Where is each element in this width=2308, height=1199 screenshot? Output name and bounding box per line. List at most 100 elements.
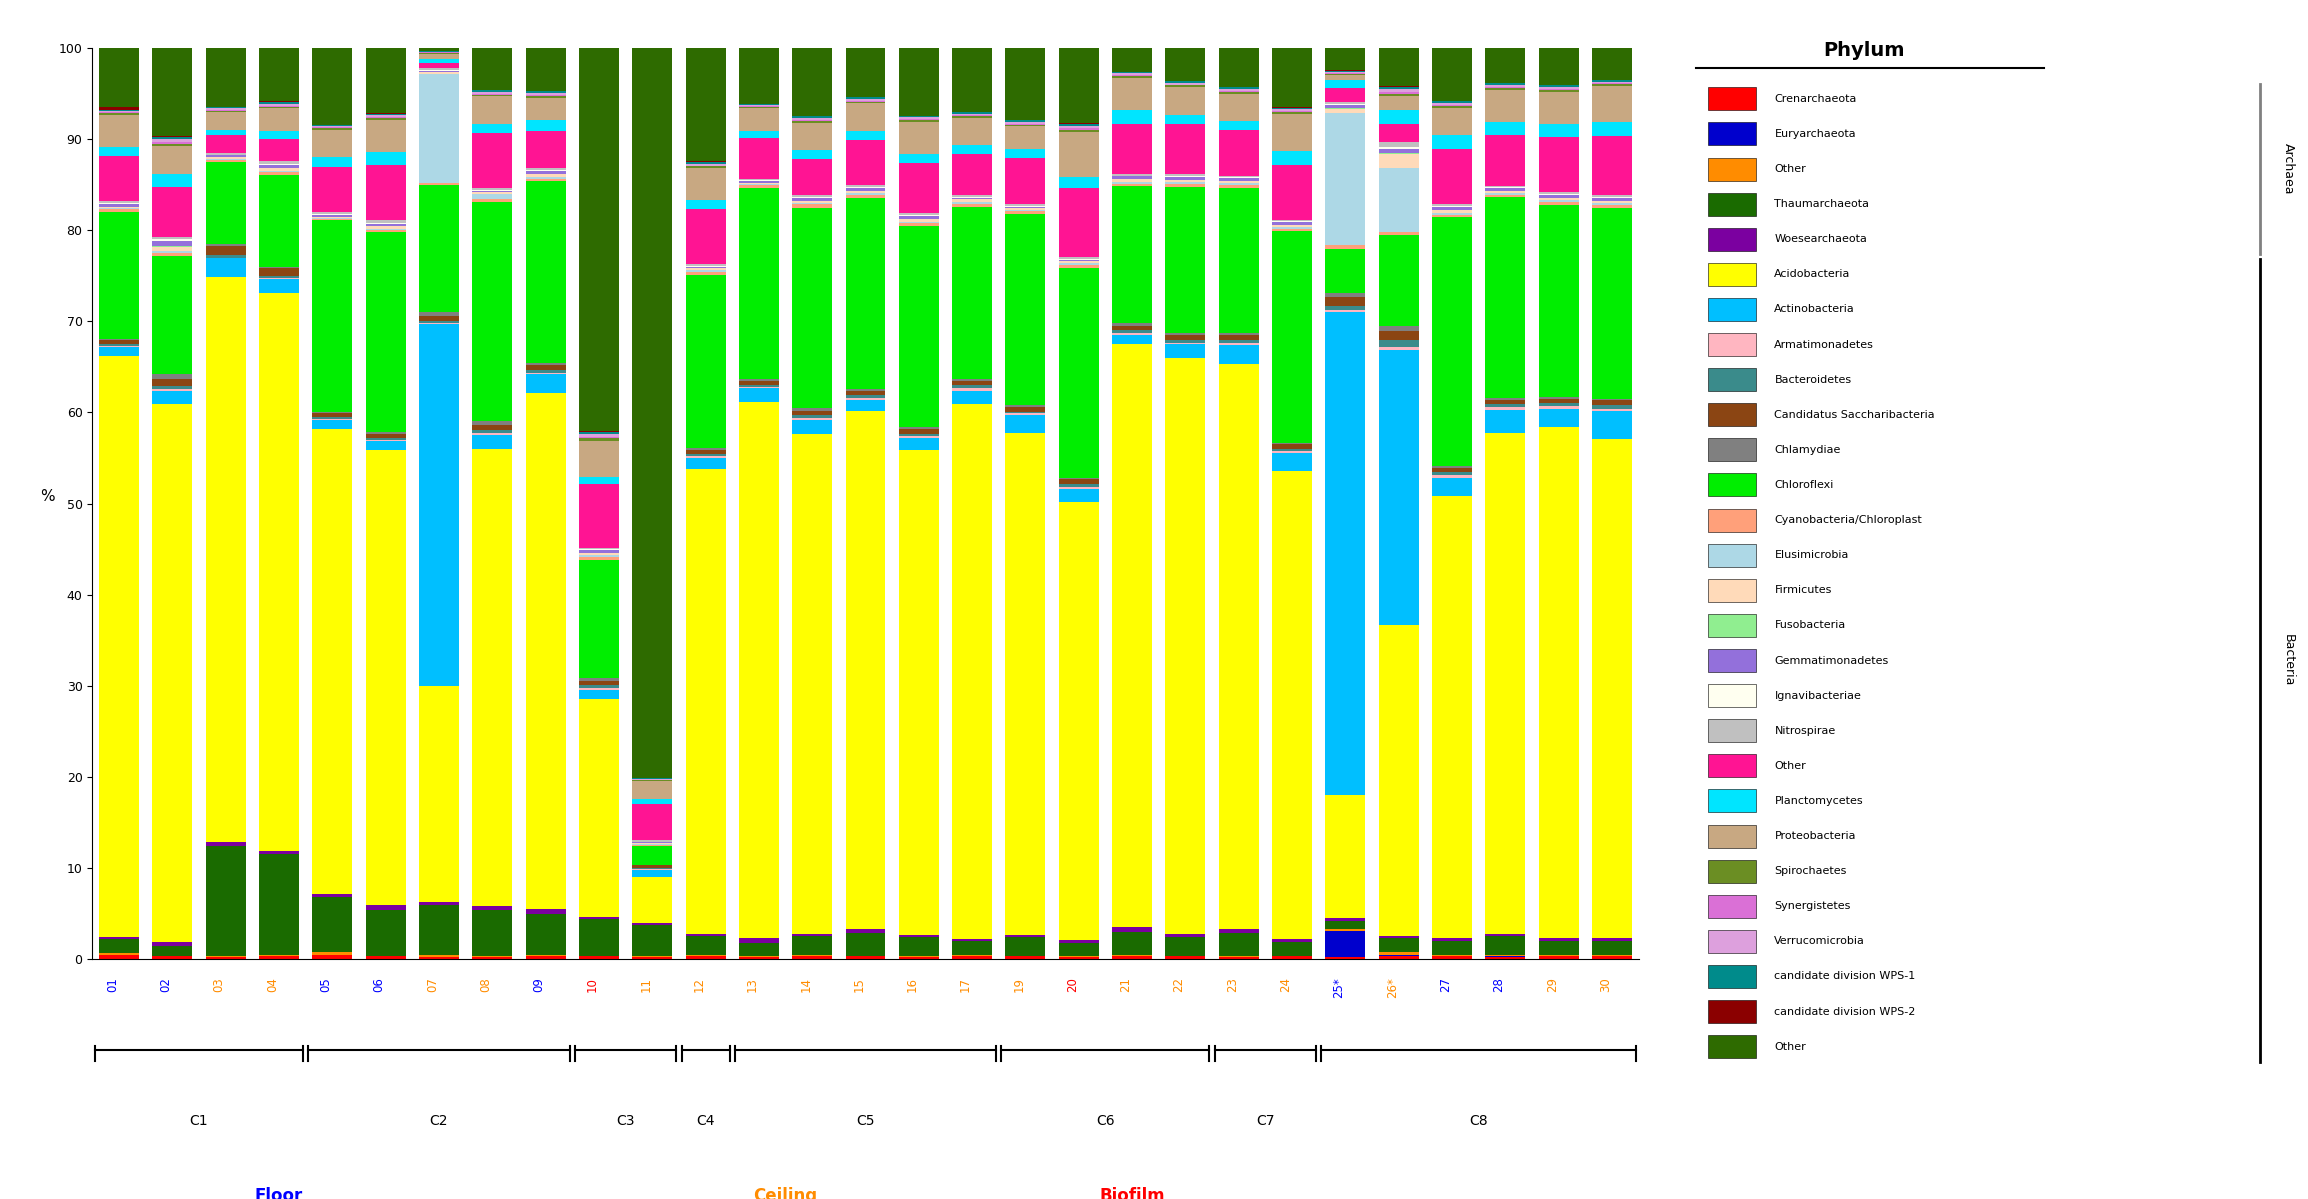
Bar xyxy=(1431,205,1473,206)
Bar xyxy=(1378,92,1419,94)
Bar xyxy=(365,910,406,956)
Text: Proteobacteria: Proteobacteria xyxy=(1775,831,1856,840)
Bar xyxy=(365,230,406,231)
Bar xyxy=(632,840,672,842)
Bar xyxy=(632,843,672,844)
Bar xyxy=(685,48,725,161)
Bar xyxy=(1593,86,1632,122)
Bar xyxy=(1325,79,1366,89)
Bar xyxy=(99,936,138,939)
Bar xyxy=(1112,335,1152,344)
Bar xyxy=(792,434,833,934)
Bar xyxy=(898,956,939,957)
Bar xyxy=(312,125,353,126)
Bar xyxy=(1708,122,1756,145)
Bar xyxy=(526,176,565,179)
Bar xyxy=(1593,398,1632,400)
Bar xyxy=(1431,215,1473,217)
Bar xyxy=(898,223,939,227)
Bar xyxy=(258,293,300,851)
Bar xyxy=(365,115,406,118)
Bar xyxy=(953,118,992,145)
Bar xyxy=(258,170,300,173)
Bar xyxy=(1112,324,1152,326)
Bar xyxy=(1166,80,1205,83)
Bar xyxy=(898,438,939,450)
Bar xyxy=(1112,333,1152,335)
Bar xyxy=(1539,409,1579,427)
Bar xyxy=(1431,210,1473,212)
Bar xyxy=(1059,129,1099,132)
Bar xyxy=(632,846,672,864)
Bar xyxy=(526,374,565,392)
Bar xyxy=(898,216,939,219)
Bar xyxy=(1593,48,1632,80)
Bar xyxy=(1112,344,1152,927)
Bar xyxy=(1539,941,1579,954)
Bar xyxy=(1219,89,1258,91)
Bar xyxy=(1219,92,1258,94)
Bar xyxy=(845,103,886,131)
Bar xyxy=(1006,126,1046,149)
Bar xyxy=(152,48,192,137)
Bar xyxy=(473,194,512,199)
Bar xyxy=(953,199,992,203)
Bar xyxy=(152,137,192,139)
Bar xyxy=(1272,48,1311,107)
Bar xyxy=(152,241,192,246)
Bar xyxy=(792,415,833,418)
Bar xyxy=(739,942,778,957)
Bar xyxy=(1112,73,1152,76)
Bar xyxy=(845,388,886,391)
Bar xyxy=(898,938,939,956)
Bar xyxy=(845,398,886,400)
Bar xyxy=(1325,249,1366,293)
Bar xyxy=(1219,129,1258,176)
Bar xyxy=(792,207,833,408)
Bar xyxy=(845,195,886,198)
Bar xyxy=(526,132,565,168)
Bar xyxy=(1539,427,1579,938)
Bar xyxy=(1006,938,1046,956)
Bar xyxy=(420,312,459,317)
Bar xyxy=(1708,649,1756,671)
Bar xyxy=(845,97,886,98)
Bar xyxy=(1431,468,1473,472)
Bar xyxy=(152,247,192,251)
Bar xyxy=(845,131,886,140)
Bar xyxy=(953,145,992,153)
Bar xyxy=(1378,936,1419,938)
Bar xyxy=(579,477,619,484)
Bar xyxy=(99,939,138,953)
Bar xyxy=(99,348,138,356)
Bar xyxy=(526,957,565,959)
Bar xyxy=(365,120,406,152)
Bar xyxy=(898,120,939,122)
Bar xyxy=(1219,957,1258,959)
Bar xyxy=(1431,472,1473,475)
Text: 14: 14 xyxy=(799,977,812,993)
Bar xyxy=(205,846,245,956)
Bar xyxy=(312,897,353,952)
Bar xyxy=(1486,398,1526,399)
Bar xyxy=(152,379,192,386)
Bar xyxy=(1006,149,1046,158)
Bar xyxy=(152,174,192,187)
Bar xyxy=(205,112,245,129)
Bar xyxy=(473,92,512,94)
Bar xyxy=(739,131,778,138)
Bar xyxy=(526,181,565,362)
Bar xyxy=(632,781,672,799)
Bar xyxy=(1539,200,1579,203)
Bar xyxy=(473,199,512,201)
Bar xyxy=(152,253,192,255)
Bar xyxy=(1059,188,1099,257)
Bar xyxy=(1325,113,1366,245)
Bar xyxy=(152,942,192,946)
Bar xyxy=(365,227,406,229)
Bar xyxy=(1059,267,1099,477)
Bar xyxy=(526,171,565,174)
Bar xyxy=(632,870,672,878)
Bar xyxy=(1539,192,1579,194)
Bar xyxy=(792,198,833,200)
